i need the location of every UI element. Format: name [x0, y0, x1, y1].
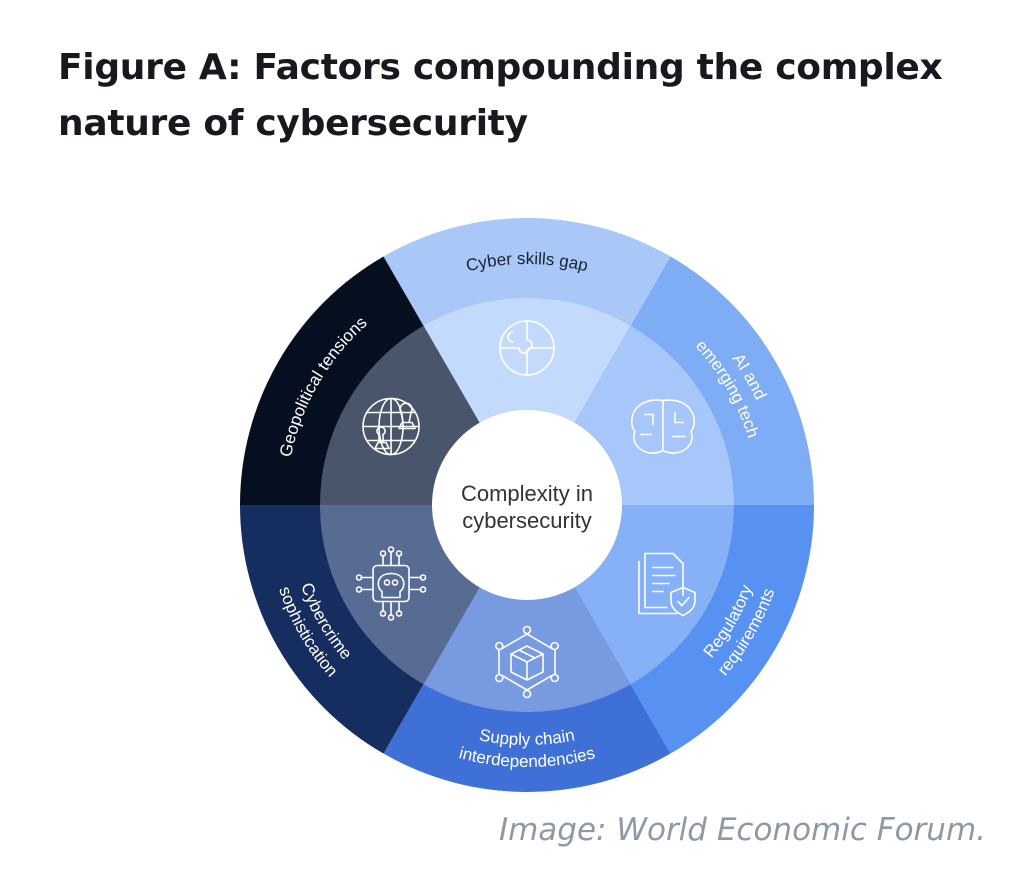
figure-title: Figure A: Factors compounding the comple…	[58, 40, 998, 152]
brain-icon	[631, 399, 695, 454]
center-circle	[432, 410, 622, 600]
globe-chess-icon	[362, 397, 420, 456]
segment-label-text: Supply chain	[478, 725, 576, 749]
segment-label-line-1: Supply chain	[478, 725, 576, 749]
center-label-line-1: Complexity in	[461, 481, 593, 506]
document-shield-icon	[638, 552, 696, 617]
segment-cyber-skills-gap: Cyber skills gap	[383, 217, 671, 505]
title-line-2: nature of cybersecurity	[58, 103, 528, 144]
puzzle-icon	[499, 320, 555, 376]
skull-chip-icon	[355, 546, 427, 621]
segment-inner-ring	[423, 297, 631, 505]
image-credit: Image: World Economic Forum.	[498, 812, 986, 848]
center-label-line-2: cybersecurity	[462, 508, 592, 533]
title-line-1: Figure A: Factors compounding the comple…	[58, 47, 943, 88]
network-box-icon	[494, 625, 560, 699]
segment-inner-ring	[423, 505, 631, 712]
